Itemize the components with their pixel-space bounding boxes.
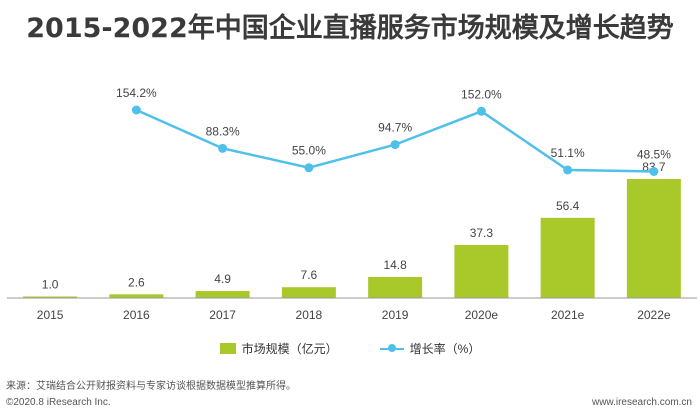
bar-value-label-2021e: 56.4 — [556, 199, 580, 213]
bar-value-label-2019: 14.8 — [383, 258, 407, 272]
x-tick-label-2016: 2016 — [123, 308, 150, 322]
legend-item-bar: 市场规模（亿元） — [219, 340, 338, 357]
x-tick-label-2018: 2018 — [296, 308, 323, 322]
bar-2018 — [281, 287, 336, 298]
growth-point-2020e — [476, 106, 486, 116]
growth-point-2021e — [563, 165, 573, 175]
bar-value-label-2015: 1.0 — [42, 278, 59, 292]
x-tick-label-2017: 2017 — [209, 308, 236, 322]
growth-point-2017 — [218, 143, 228, 153]
source-note: 来源：艾瑞结合公开财报资料与专家访谈根据数据模型推算所得。 — [6, 381, 296, 392]
x-tick-label-2022e: 2022e — [637, 308, 671, 322]
growth-label-2022e: 48.5% — [637, 148, 671, 162]
bar-2019 — [368, 276, 423, 298]
bar-value-label-2017: 4.9 — [214, 272, 231, 286]
legend-item-line: 增长率（%） — [379, 340, 481, 357]
bar-value-label-2018: 7.6 — [301, 268, 318, 282]
bar-2017 — [195, 291, 250, 298]
bar-value-label-2020e: 37.3 — [470, 226, 494, 240]
growth-point-2018 — [304, 163, 314, 173]
x-tick-label-2021e: 2021e — [551, 308, 585, 322]
growth-label-2019: 94.7% — [378, 121, 412, 135]
legend-bar-label: 市场规模（亿元） — [241, 342, 338, 356]
bar-2021e — [540, 217, 595, 298]
legend-line-swatch — [379, 343, 404, 354]
bar-value-label-2016: 2.6 — [128, 275, 145, 289]
growth-point-2016 — [131, 105, 141, 115]
x-tick-label-2019: 2019 — [382, 308, 409, 322]
bar-2020e — [454, 244, 509, 298]
bar-2016 — [109, 294, 164, 298]
growth-label-2016: 154.2% — [116, 86, 157, 100]
growth-point-2019 — [390, 140, 400, 150]
growth-label-2018: 55.0% — [292, 144, 326, 158]
growth-label-2021e: 51.1% — [551, 146, 585, 160]
copyright: ©2020.8 iResearch Inc. — [6, 397, 111, 408]
x-tick-label-2015: 2015 — [37, 308, 64, 322]
growth-label-2020e: 152.0% — [461, 87, 502, 101]
legend-line-label: 增长率（%） — [409, 342, 481, 356]
growth-label-2017: 88.3% — [206, 124, 240, 138]
legend-bar-swatch — [219, 343, 236, 354]
bar-2015 — [23, 296, 78, 298]
legend: 市场规模（亿元） 增长率（%） — [0, 340, 700, 357]
website: www.iresearch.com.cn — [591, 397, 692, 408]
chart-title: 2015-2022年中国企业直播服务市场规模及增长趋势 — [26, 13, 674, 44]
growth-point-2022e — [649, 167, 659, 176]
x-tick-label-2020e: 2020e — [465, 308, 499, 322]
bar-2022e — [626, 179, 681, 298]
